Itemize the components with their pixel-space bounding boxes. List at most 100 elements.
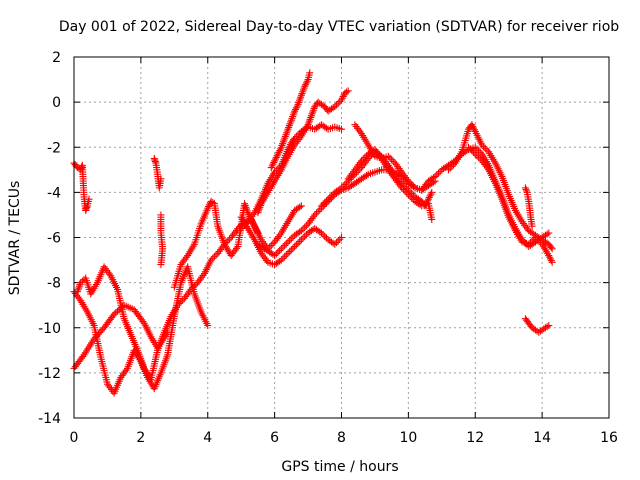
data-point-marker — [445, 166, 452, 174]
data-point-marker — [212, 251, 220, 259]
data-point-marker — [384, 152, 392, 160]
y-tick-label: -4 — [47, 185, 61, 201]
data-point-marker — [476, 148, 484, 156]
data-point-marker — [274, 248, 282, 256]
data-point-marker — [292, 104, 300, 112]
data-point-marker — [270, 158, 278, 166]
series-track — [150, 155, 165, 192]
data-point-marker — [446, 164, 454, 172]
data-point-marker — [523, 187, 531, 195]
data-point-marker — [546, 255, 554, 263]
data-point-marker — [339, 182, 347, 190]
data-point-marker — [408, 194, 416, 202]
data-point-marker — [312, 209, 320, 217]
data-point-marker — [241, 221, 249, 229]
data-point-marker — [79, 353, 87, 361]
data-point-marker — [329, 239, 337, 247]
data-point-marker — [289, 244, 297, 252]
y-tick-label: 2 — [52, 50, 61, 66]
data-point-marker — [429, 178, 437, 186]
data-point-marker — [483, 146, 491, 154]
data-point-marker — [301, 223, 309, 231]
data-point-marker — [77, 279, 85, 287]
data-point-marker — [306, 69, 314, 77]
data-point-marker — [286, 248, 294, 256]
data-point-marker — [205, 202, 213, 210]
data-point-marker — [242, 219, 250, 227]
x-tick-label: 14 — [533, 430, 551, 446]
data-point-marker — [398, 184, 406, 192]
data-point-marker — [139, 318, 147, 326]
data-point-marker — [109, 312, 117, 320]
data-point-marker — [187, 285, 195, 293]
data-point-marker — [343, 179, 351, 187]
data-point-marker — [344, 87, 352, 95]
series-track — [445, 121, 556, 253]
data-point-marker — [296, 237, 304, 245]
data-point-marker — [287, 235, 295, 243]
data-point-marker — [293, 102, 301, 110]
data-point-marker — [174, 301, 182, 309]
data-point-marker — [322, 197, 330, 205]
data-point-marker — [282, 240, 290, 248]
data-point-marker — [547, 243, 555, 251]
data-point-marker — [545, 321, 553, 329]
series-track — [254, 87, 352, 217]
data-point-marker — [277, 256, 285, 264]
data-point-marker — [157, 261, 165, 269]
plot-frame — [73, 56, 610, 419]
x-tick-label: 8 — [337, 430, 346, 446]
chart-title: Day 001 of 2022, Sidereal Day-to-day VTE… — [59, 19, 619, 35]
data-point-marker — [269, 250, 277, 258]
data-point-marker — [225, 235, 233, 243]
data-point-marker — [192, 280, 200, 288]
data-point-marker — [210, 253, 218, 261]
data-point-marker — [332, 239, 340, 247]
data-point-marker — [299, 234, 307, 242]
data-point-marker — [338, 125, 345, 133]
x-tick-label: 12 — [466, 430, 484, 446]
data-point-marker — [431, 177, 439, 185]
y-tick-label: 0 — [52, 95, 61, 111]
data-point-marker — [294, 239, 302, 247]
data-point-marker — [276, 145, 284, 153]
data-point-marker — [548, 258, 556, 266]
data-point-marker — [319, 231, 327, 239]
data-point-marker — [427, 190, 435, 198]
data-point-marker — [363, 171, 371, 179]
data-point-marker — [311, 211, 319, 219]
data-point-marker — [522, 185, 530, 193]
data-point-marker — [282, 251, 290, 259]
data-point-marker — [273, 152, 281, 160]
data-point-marker — [475, 153, 483, 161]
data-point-marker — [284, 249, 292, 257]
data-point-marker — [468, 121, 476, 129]
data-point-marker — [334, 237, 342, 245]
data-point-marker — [334, 99, 342, 107]
data-point-marker — [272, 250, 280, 258]
data-point-marker — [274, 150, 282, 158]
data-point-marker — [528, 237, 536, 245]
data-point-marker — [303, 77, 311, 85]
data-point-marker — [547, 257, 555, 265]
data-point-marker — [425, 193, 433, 201]
data-point-marker — [271, 252, 279, 260]
data-point-marker — [531, 234, 539, 241]
data-point-marker — [287, 246, 295, 254]
data-point-marker — [343, 88, 351, 96]
x-tick-label: 16 — [600, 430, 618, 446]
data-point-marker — [291, 243, 299, 251]
data-point-marker — [207, 256, 215, 264]
data-point-marker — [478, 141, 486, 149]
x-tick-labels: 0 2 4 6 8 10 12 14 16 — [70, 430, 618, 446]
data-point-marker — [204, 204, 212, 212]
data-point-marker — [332, 101, 340, 109]
data-point-marker — [470, 124, 478, 132]
data-point-marker — [426, 192, 434, 200]
y-tick-labels: -14 -12 -10 -8 -6 -4 -2 0 2 — [38, 50, 61, 427]
data-point-marker — [339, 92, 347, 100]
data-point-marker — [428, 188, 436, 196]
data-point-marker — [292, 105, 300, 113]
data-point-marker — [277, 245, 285, 253]
